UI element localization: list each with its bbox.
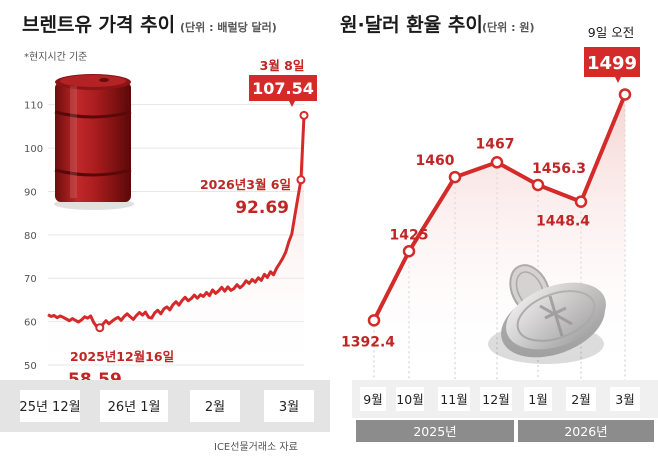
krw-subtitle: (단위 : 원): [482, 20, 534, 34]
krw-x-tick-box: [566, 387, 596, 411]
krw-year-label: 2026년: [564, 424, 607, 439]
krw-last-box: [584, 47, 640, 77]
brent-markers: [95, 110, 309, 333]
brent-x-tick-box: [100, 390, 168, 422]
krw-x-tick: 1월: [528, 392, 547, 407]
krw-data-label: 1460: [416, 153, 455, 169]
krw-year-band: [518, 420, 654, 442]
brent-y-tick: 90: [24, 187, 37, 198]
krw-year-groups: 2025년 2026년: [356, 420, 654, 442]
krw-last-value: 1499: [587, 53, 637, 74]
brent-x-axis: 25년 12월 26년 1월 2월 3월: [19, 390, 314, 422]
krw-last-note: 9일 오전: [588, 25, 634, 40]
krw-x-tick-box: [396, 387, 424, 411]
brent-x-tick: 25년 12월: [19, 400, 80, 415]
brent-y-tick: 80: [24, 231, 37, 242]
krw-data-label: 1456.3: [532, 161, 586, 177]
brent-y-tick: 110: [24, 101, 43, 112]
brent-note: *현지시간 기준: [24, 51, 87, 63]
krw-x-tick-box: [610, 387, 640, 411]
krw-x-tick-box: [360, 387, 386, 411]
krw-marker: [448, 170, 462, 184]
krw-area-fill: [374, 94, 625, 380]
krw-marker: [531, 178, 545, 192]
krw-x-tick: 10월: [396, 392, 423, 407]
krw-x-tick: 2월: [571, 392, 590, 407]
krw-data-labels: 1392.4 1425 1460 1467 1456.3 1448.4: [341, 136, 590, 350]
krw-x-tick-box: [480, 387, 512, 411]
krw-x-tick: 11월: [440, 392, 467, 407]
brent-x-tick: 3월: [279, 400, 299, 415]
brent-mar6-value: 92.69: [235, 198, 289, 218]
krw-last-callout: 1499: [584, 47, 640, 83]
brent-marker: [95, 323, 105, 333]
brent-mar6-date: 2026년3월 6일: [200, 177, 291, 192]
brent-area-fill: [48, 115, 304, 381]
brent-price-line: [47, 115, 306, 330]
brent-x-tick: 2월: [205, 400, 225, 415]
brent-peak-date: 3월 8일: [260, 58, 305, 73]
brent-y-tick: 70: [24, 274, 37, 285]
oil-barrel-icon: [54, 74, 134, 210]
krw-x-axis: 9월 10월 11월 12월 1월 2월 3월: [360, 387, 640, 411]
brent-subtitle: (단위 : 배럴당 달러): [180, 20, 277, 34]
krw-data-label: 1392.4: [341, 334, 395, 350]
krw-data-label: 1467: [476, 136, 515, 152]
brent-low-date: 2025년12월16일: [70, 349, 174, 364]
brent-y-tick: 50: [24, 361, 37, 372]
krw-year-band: [356, 420, 514, 442]
krw-data-label: 1448.4: [536, 214, 590, 230]
krw-x-tick: 9월: [363, 392, 382, 407]
brent-x-tick-box: [264, 390, 314, 422]
krw-marker: [618, 88, 632, 101]
brent-y-axis: 110 100 90 80 70 60 50: [24, 101, 43, 372]
krw-marker: [490, 156, 504, 169]
brent-y-tick: 100: [24, 144, 43, 155]
krw-title: 원·달러 환율 추이: [340, 14, 483, 36]
brent-marker: [296, 175, 306, 185]
krw-markers: [367, 88, 632, 327]
brent-peak-box: [249, 75, 317, 101]
brent-y-tick: 60: [24, 318, 37, 329]
brent-x-tick: 26년 1월: [108, 400, 161, 415]
krw-x-tick-box: [438, 387, 470, 411]
brent-x-tick-box: [190, 390, 240, 422]
krw-year-label: 2025년: [413, 424, 456, 439]
brent-title: 브렌트유 가격 추이: [22, 14, 175, 36]
brent-marker: [299, 110, 309, 120]
brent-peak-value: 107.54: [252, 79, 314, 98]
krw-x-tick-box: [524, 387, 552, 411]
krw-data-label: 1425: [390, 227, 429, 243]
brent-x-tick-box: [20, 390, 80, 422]
krw-marker: [402, 245, 416, 258]
krw-x-tick: 3월: [615, 392, 634, 407]
krw-marker: [367, 314, 381, 327]
source-note: ICE선물거래소 자료: [214, 441, 298, 453]
brent-peak-callout: 3월 8일 107.54: [249, 58, 317, 107]
krw-x-tick: 12월: [482, 392, 509, 407]
krw-marker: [574, 195, 588, 208]
